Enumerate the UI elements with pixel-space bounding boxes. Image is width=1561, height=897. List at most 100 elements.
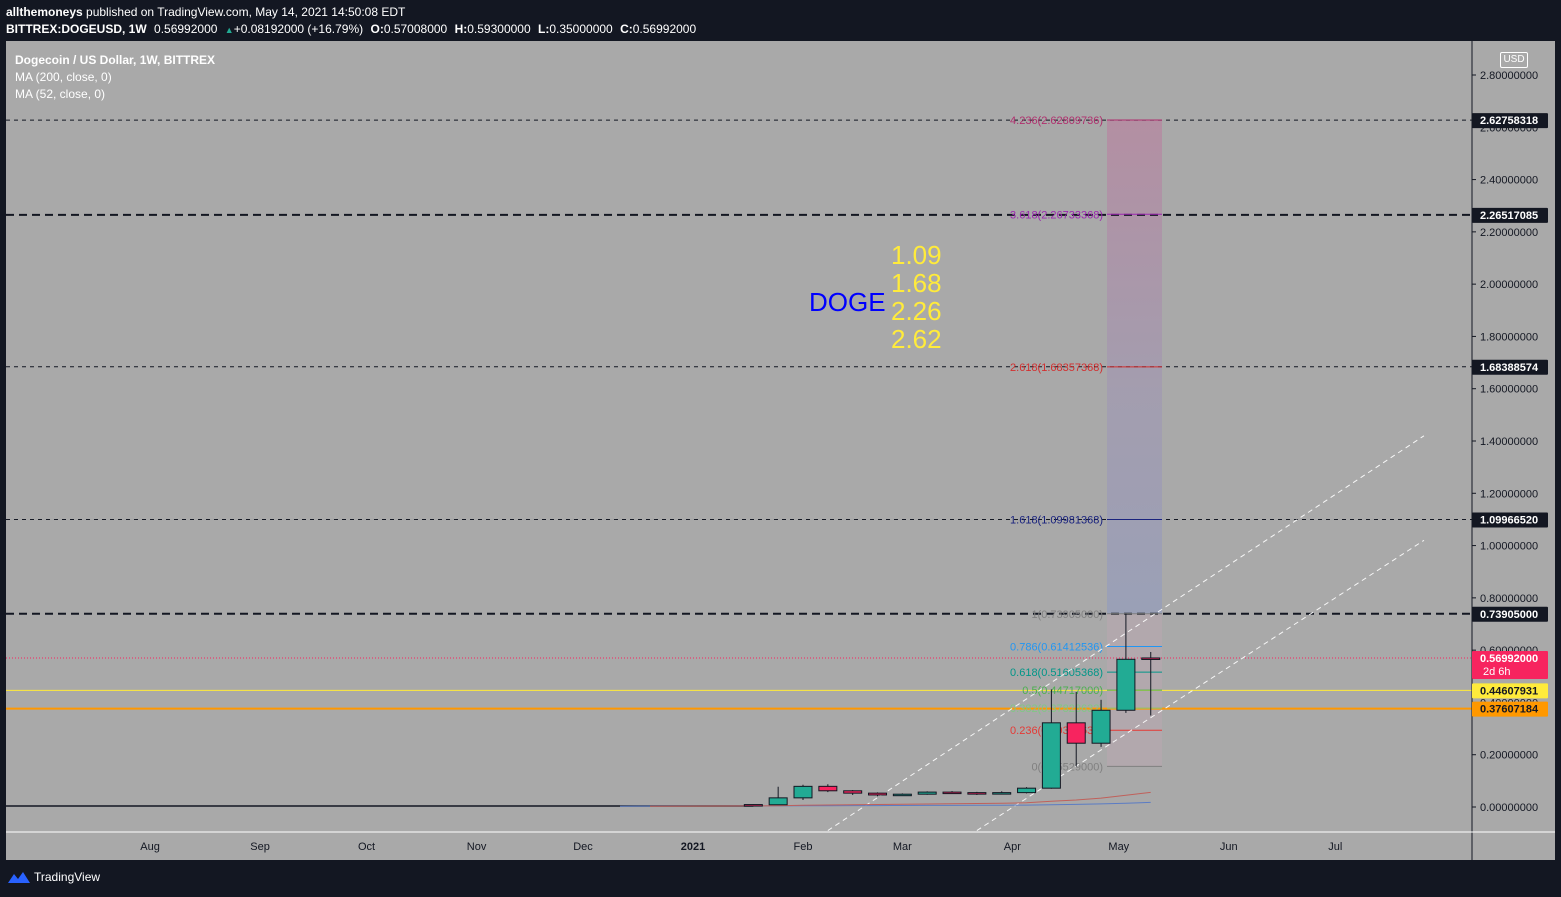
candle-body [743, 804, 763, 807]
low-value: 0.35000000 [549, 22, 613, 36]
target-annotation: 2.62 [891, 324, 942, 354]
countdown-label: 2d 6h [1483, 666, 1511, 678]
candle [793, 784, 813, 800]
plot-layer: 4.236(2.62809736) 3.618(2.26733368) 2.618(… [6, 115, 1472, 831]
price-label-bg [1472, 683, 1548, 699]
candle-body [967, 792, 987, 795]
candle [942, 791, 962, 795]
price-label-text: 1.68388574 [1480, 362, 1539, 374]
y-tick-label: 0.20000000 [1480, 750, 1538, 762]
y-tick-label: 1.60000000 [1480, 384, 1538, 396]
chart-title: Dogecoin / US Dollar, 1W, BITTREX [15, 53, 216, 67]
candle-body [1091, 709, 1111, 744]
up-triangle-icon: ▲ [224, 25, 234, 35]
candle [843, 790, 863, 795]
last-price: 0.56992000 [154, 22, 218, 36]
candle-body [1017, 787, 1037, 794]
x-tick-label: 2021 [681, 841, 705, 853]
open-value: 0.57008000 [383, 22, 448, 36]
chart-area[interactable] [6, 41, 1555, 860]
candle-body [992, 792, 1012, 795]
price-label-text: 0.56992000 [1480, 653, 1538, 665]
candle [818, 784, 838, 793]
high-label: H: [454, 22, 468, 36]
publish-info: allthemoneys published on TradingView.co… [6, 5, 405, 19]
price-label-text: 0.73905000 [1480, 609, 1538, 621]
fib-level-label: 0.786(0.61412536) [1010, 641, 1103, 653]
price-label-bg [1472, 512, 1548, 528]
close-label: C: [620, 22, 633, 36]
candle-body [818, 785, 838, 792]
y-tick-label: 2.40000000 [1480, 175, 1538, 187]
candle [1141, 651, 1161, 716]
y-tick-label: 0.00000000 [1480, 802, 1538, 814]
x-tick-label: Nov [467, 841, 487, 853]
candle-body [1041, 722, 1061, 789]
candle [892, 793, 912, 797]
candle-body [1116, 658, 1136, 711]
x-tick-label: Aug [140, 841, 160, 853]
currency-badge[interactable]: USD [1500, 52, 1528, 68]
channel-line [976, 539, 1425, 831]
candle-body [868, 792, 888, 796]
candle-body [917, 791, 937, 795]
fib-level-label: 1(0.73905000) [1031, 609, 1103, 621]
x-tick-label: Sep [250, 841, 270, 853]
publisher-name[interactable]: allthemoneys [6, 5, 83, 19]
candle [1091, 699, 1111, 747]
candle [868, 792, 888, 797]
ohlc-header: BITTREX:DOGEUSD, 1W 0.56992000 ▲+0.08192… [6, 22, 696, 36]
candle [1041, 689, 1061, 789]
fib-level-label: 2.618(1.68357368) [1010, 362, 1103, 374]
y-tick-label: 1.40000000 [1480, 436, 1538, 448]
x-tick-label: Jun [1220, 841, 1238, 853]
candle-body [942, 791, 962, 795]
y-tick-label: 2.20000000 [1480, 227, 1538, 239]
doge-annotation: DOGE [809, 287, 886, 317]
high-value: 0.59300000 [467, 22, 531, 36]
price-label-bg [1472, 207, 1548, 223]
x-tick-label: Dec [573, 841, 593, 853]
ma200-legend[interactable]: MA (200, close, 0) [15, 70, 112, 84]
candle [1017, 787, 1037, 794]
candle-body [892, 793, 912, 797]
y-tick-label: 1.00000000 [1480, 541, 1538, 553]
price-label-bg [1472, 651, 1548, 680]
tradingview-label: TradingView [34, 870, 101, 884]
fib-level-label: 0.618(0.51605368) [1010, 667, 1103, 679]
target-annotation: 1.09 [891, 240, 942, 270]
candle [967, 791, 987, 795]
candle [1116, 613, 1136, 713]
footer-bar [0, 860, 1561, 897]
candle [743, 804, 763, 807]
fib-level-label: 0.5(0.44717000) [1022, 685, 1103, 697]
target-annotation: 2.26 [891, 296, 942, 326]
candle [768, 786, 788, 806]
fib-level-label: 3.618(2.26733368) [1010, 209, 1103, 221]
price-label-bg [1472, 113, 1548, 129]
x-tick-label: Feb [794, 841, 813, 853]
candle-body [843, 790, 863, 794]
x-tick-label: May [1108, 841, 1129, 853]
fib-level-label: 4.236(2.62809736) [1010, 115, 1103, 127]
price-label-bg [1472, 606, 1548, 622]
target-annotation: 1.68 [891, 268, 942, 298]
tradingview-logo-icon [8, 872, 30, 883]
fib-level-label: 0.382(0.37828632) [1010, 703, 1103, 715]
tradingview-brand[interactable]: TradingView [8, 870, 100, 884]
candle [992, 791, 1012, 795]
x-tick-label: Jul [1328, 841, 1342, 853]
moving-average-line [649, 791, 1151, 807]
candle-body [1141, 657, 1161, 660]
close-value: 0.56992000 [632, 22, 697, 36]
ma52-legend[interactable]: MA (52, close, 0) [15, 87, 106, 101]
y-tick-label: 2.00000000 [1480, 279, 1538, 291]
candle [1066, 691, 1086, 767]
low-label: L: [538, 22, 550, 36]
price-label-bg [1472, 359, 1548, 375]
candle-body [1066, 722, 1086, 744]
open-label: O: [370, 22, 384, 36]
candle-body [793, 785, 813, 799]
price-label-text: 2.26517085 [1480, 210, 1538, 222]
